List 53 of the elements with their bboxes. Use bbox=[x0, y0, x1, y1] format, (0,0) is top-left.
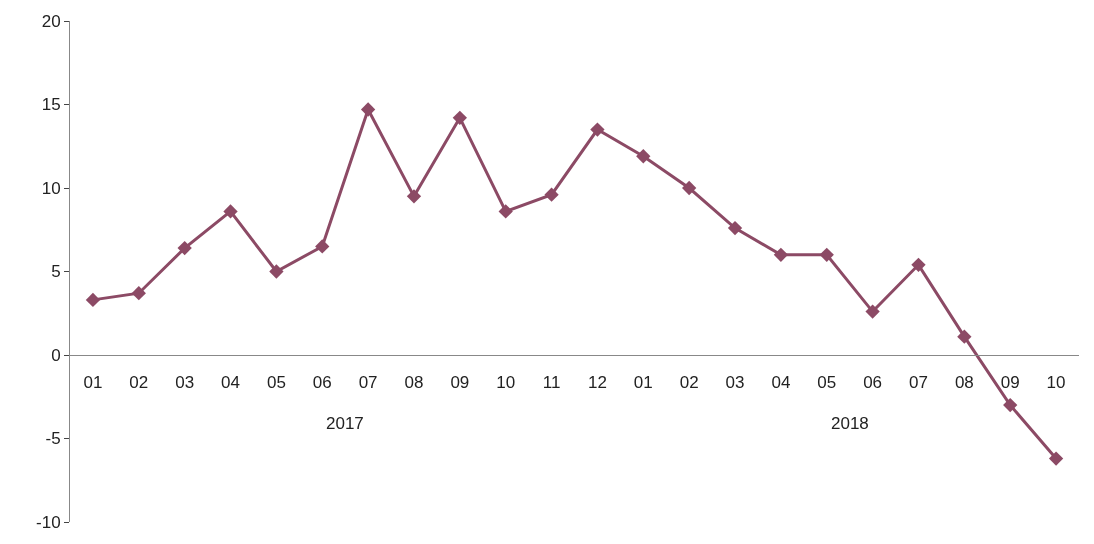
point bbox=[911, 257, 926, 272]
point bbox=[544, 187, 559, 202]
x-tick-label: 10 bbox=[496, 373, 516, 393]
point bbox=[865, 304, 880, 319]
annotation: 2018 bbox=[831, 414, 869, 433]
point bbox=[590, 122, 605, 137]
x-tick-label: 08 bbox=[954, 373, 974, 393]
y-tick-label: 15 bbox=[41, 95, 61, 115]
point bbox=[269, 264, 284, 279]
point bbox=[131, 286, 146, 301]
y-tick-label: 5 bbox=[51, 262, 61, 282]
x-tick-label: 06 bbox=[863, 373, 883, 393]
point bbox=[957, 329, 972, 344]
y-tick-label: -10 bbox=[36, 512, 61, 532]
x-tick-label: 04 bbox=[771, 373, 791, 393]
point bbox=[452, 110, 467, 126]
point bbox=[1003, 397, 1018, 413]
point bbox=[498, 204, 513, 219]
point bbox=[85, 292, 101, 308]
x-tick-label: 04 bbox=[221, 373, 240, 393]
point bbox=[682, 180, 697, 196]
x-tick-label: 09 bbox=[1000, 373, 1020, 393]
point bbox=[773, 247, 789, 262]
x-tick-label: 08 bbox=[404, 373, 424, 393]
x-tick-label: 01 bbox=[83, 373, 103, 393]
x-tick-label: 10 bbox=[1046, 373, 1066, 393]
x-tick-label: 02 bbox=[129, 373, 149, 393]
point bbox=[636, 149, 651, 164]
x-tick-label: 01 bbox=[633, 373, 653, 393]
x-tick-label: 03 bbox=[725, 373, 745, 393]
x-tick-label: 05 bbox=[817, 373, 837, 393]
point bbox=[360, 102, 376, 117]
point bbox=[406, 189, 422, 204]
x-tick-label: 02 bbox=[679, 373, 699, 393]
x-tick-label: 06 bbox=[312, 373, 332, 393]
x-tick-label: 12 bbox=[587, 373, 607, 393]
y-tick-label: 10 bbox=[41, 178, 61, 198]
point bbox=[819, 247, 834, 262]
x-tick-label: 09 bbox=[450, 373, 470, 393]
point bbox=[223, 204, 238, 219]
y-tick-label: 20 bbox=[41, 11, 61, 31]
y-tick-label: 0 bbox=[51, 345, 61, 365]
x-tick-label: 07 bbox=[909, 373, 928, 393]
point bbox=[1048, 451, 1064, 466]
x-tick-label: 05 bbox=[266, 373, 286, 393]
y-tick-label: -5 bbox=[45, 429, 61, 449]
point bbox=[315, 239, 330, 254]
point bbox=[177, 240, 192, 256]
x-tick-label: 03 bbox=[175, 373, 195, 393]
x-tick-label: 11 bbox=[542, 373, 561, 393]
annotation: 2017 bbox=[326, 414, 364, 433]
point bbox=[727, 220, 743, 236]
x-tick-label: 07 bbox=[358, 373, 378, 393]
